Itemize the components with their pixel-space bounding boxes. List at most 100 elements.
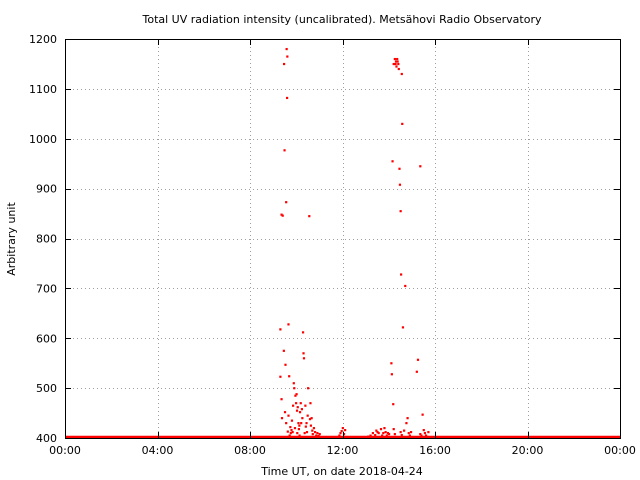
- data-point: [305, 422, 308, 425]
- data-point: [374, 434, 377, 437]
- data-point: [396, 57, 399, 61]
- data-point: [309, 402, 312, 405]
- data-point: [394, 62, 397, 66]
- data-point: [283, 411, 287, 414]
- data-point: [391, 160, 394, 163]
- data-point: [285, 422, 288, 425]
- y-tick-label: 1100: [29, 83, 57, 96]
- data-point: [406, 417, 409, 420]
- data-point: [279, 328, 282, 331]
- data-point: [379, 428, 383, 431]
- y-tick-label: 1200: [29, 33, 57, 46]
- data-point: [295, 393, 298, 396]
- x-tick-label: 08:00: [234, 444, 266, 457]
- data-point: [288, 375, 291, 378]
- data-point: [409, 431, 413, 434]
- data-point: [384, 431, 387, 434]
- data-point: [300, 408, 303, 411]
- data-point: [311, 433, 314, 436]
- data-point: [387, 433, 391, 436]
- data-point: [385, 434, 388, 437]
- data-point: [280, 417, 284, 420]
- data-point: [304, 404, 307, 407]
- data-point: [398, 183, 402, 186]
- data-point: [295, 409, 299, 412]
- data-point: [423, 432, 427, 435]
- y-tick-labels: 400 500 600 700 800 900 1000 1100 1200: [29, 33, 57, 445]
- x-tick-label: 12:00: [327, 444, 359, 457]
- data-point: [377, 432, 380, 435]
- data-point: [427, 431, 430, 434]
- x-tick-label: 00:00: [604, 444, 636, 457]
- data-point: [286, 55, 289, 58]
- data-point: [408, 434, 411, 437]
- data-point: [283, 149, 286, 152]
- data-point: [400, 273, 403, 276]
- data-point: [395, 65, 398, 68]
- data-point: [407, 432, 410, 435]
- data-point: [403, 429, 406, 432]
- data-point: [290, 429, 293, 432]
- data-point: [400, 434, 403, 437]
- data-point: [419, 165, 422, 168]
- data-point: [292, 404, 295, 407]
- data-point: [307, 387, 310, 390]
- data-point: [285, 201, 288, 204]
- data-point: [299, 402, 302, 405]
- data-point: [297, 422, 300, 425]
- grid-lines: [65, 39, 620, 438]
- data-point: [301, 331, 305, 334]
- data-point: [415, 370, 418, 373]
- data-point: [398, 167, 401, 170]
- data-point: [421, 413, 424, 416]
- data-point: [422, 429, 425, 432]
- data-point: [302, 357, 306, 360]
- data-point: [338, 434, 341, 437]
- data-point: [308, 418, 312, 421]
- data-point: [298, 434, 301, 437]
- data-point: [304, 425, 307, 428]
- data-point: [295, 402, 298, 405]
- data-point: [282, 62, 286, 66]
- y-tick-label: 800: [36, 233, 57, 246]
- data-point: [386, 432, 390, 435]
- data-point: [416, 358, 420, 361]
- data-point: [404, 284, 407, 288]
- data-point: [394, 60, 398, 63]
- data-point: [309, 424, 313, 427]
- data-point: [316, 432, 319, 435]
- data-point: [287, 323, 290, 326]
- data-point: [392, 62, 395, 66]
- data-point: [390, 373, 393, 376]
- y-tick-label: 400: [36, 432, 57, 445]
- data-point: [289, 426, 292, 429]
- data-point: [300, 422, 303, 425]
- data-point: [280, 213, 283, 216]
- data-point: [308, 215, 311, 218]
- data-point: [401, 326, 405, 329]
- data-point: [383, 427, 386, 430]
- data-point: [302, 352, 305, 355]
- x-tick-label: 16:00: [419, 444, 451, 457]
- data-point: [298, 424, 301, 427]
- data-point: [306, 414, 309, 417]
- data-point: [399, 210, 402, 213]
- data-point: [312, 427, 316, 430]
- data-point: [401, 122, 404, 125]
- data-point: [293, 427, 297, 430]
- data-point: [303, 432, 306, 435]
- y-tick-label: 500: [36, 382, 57, 395]
- y-axis-label: Arbitrary unit: [5, 202, 18, 276]
- tick-marks: [65, 39, 621, 439]
- data-point: [293, 387, 296, 390]
- data-point: [284, 363, 287, 366]
- x-tick-labels: 00:00 04:00 08:00 12:00 16:00 20:00 00:00: [49, 444, 636, 457]
- data-point: [397, 62, 400, 66]
- data-point: [382, 432, 385, 435]
- x-axis-label: Time UT, on date 2018-04-24: [260, 465, 423, 478]
- data-point: [296, 432, 299, 435]
- data-point: [392, 403, 395, 406]
- y-tick-label: 1000: [29, 133, 57, 146]
- data-point: [376, 431, 379, 434]
- data-points: [279, 47, 430, 438]
